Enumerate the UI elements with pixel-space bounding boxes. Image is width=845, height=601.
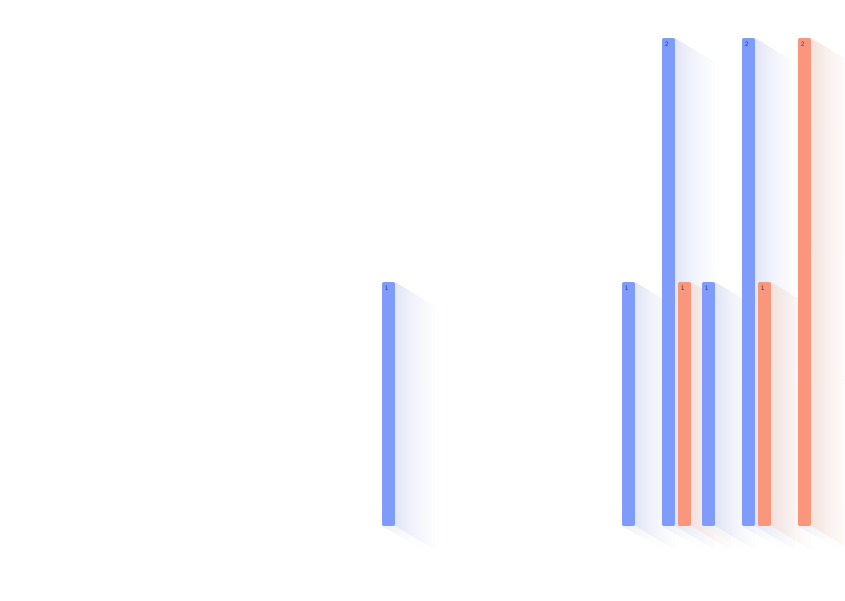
bar	[702, 282, 715, 526]
bar-value-label: 2	[745, 42, 749, 48]
bar-floor-shadow	[742, 526, 795, 550]
bar-floor-shadow	[622, 526, 675, 550]
bar-value-label: 1	[385, 286, 389, 292]
bar-value-label: 1	[681, 286, 685, 292]
bar-shadow	[811, 38, 845, 547]
bar	[742, 38, 755, 526]
bar-value-label: 1	[705, 286, 709, 292]
bar	[798, 38, 811, 526]
bar	[622, 282, 635, 526]
bar	[382, 282, 395, 526]
bar-value-label: 1	[761, 286, 765, 292]
bar-value-label: 1	[625, 286, 629, 292]
bar-floor-shadow	[758, 526, 811, 550]
label-layer: 1 1 2 1 1 2 1 2	[385, 42, 805, 292]
bar-shadow-layer	[382, 38, 845, 550]
bar-value-label: 2	[665, 42, 669, 48]
bar-floor-shadow	[678, 526, 731, 550]
bar-layer	[382, 38, 811, 526]
bar	[662, 38, 675, 526]
bar-floor-shadow	[382, 526, 435, 550]
bar-floor-shadow	[702, 526, 755, 550]
bar-shadow	[395, 282, 435, 550]
bar	[758, 282, 771, 526]
bar-value-label: 2	[801, 42, 805, 48]
bar-floor-shadow	[798, 526, 845, 550]
bar	[678, 282, 691, 526]
bar-floor-shadow	[662, 526, 715, 550]
